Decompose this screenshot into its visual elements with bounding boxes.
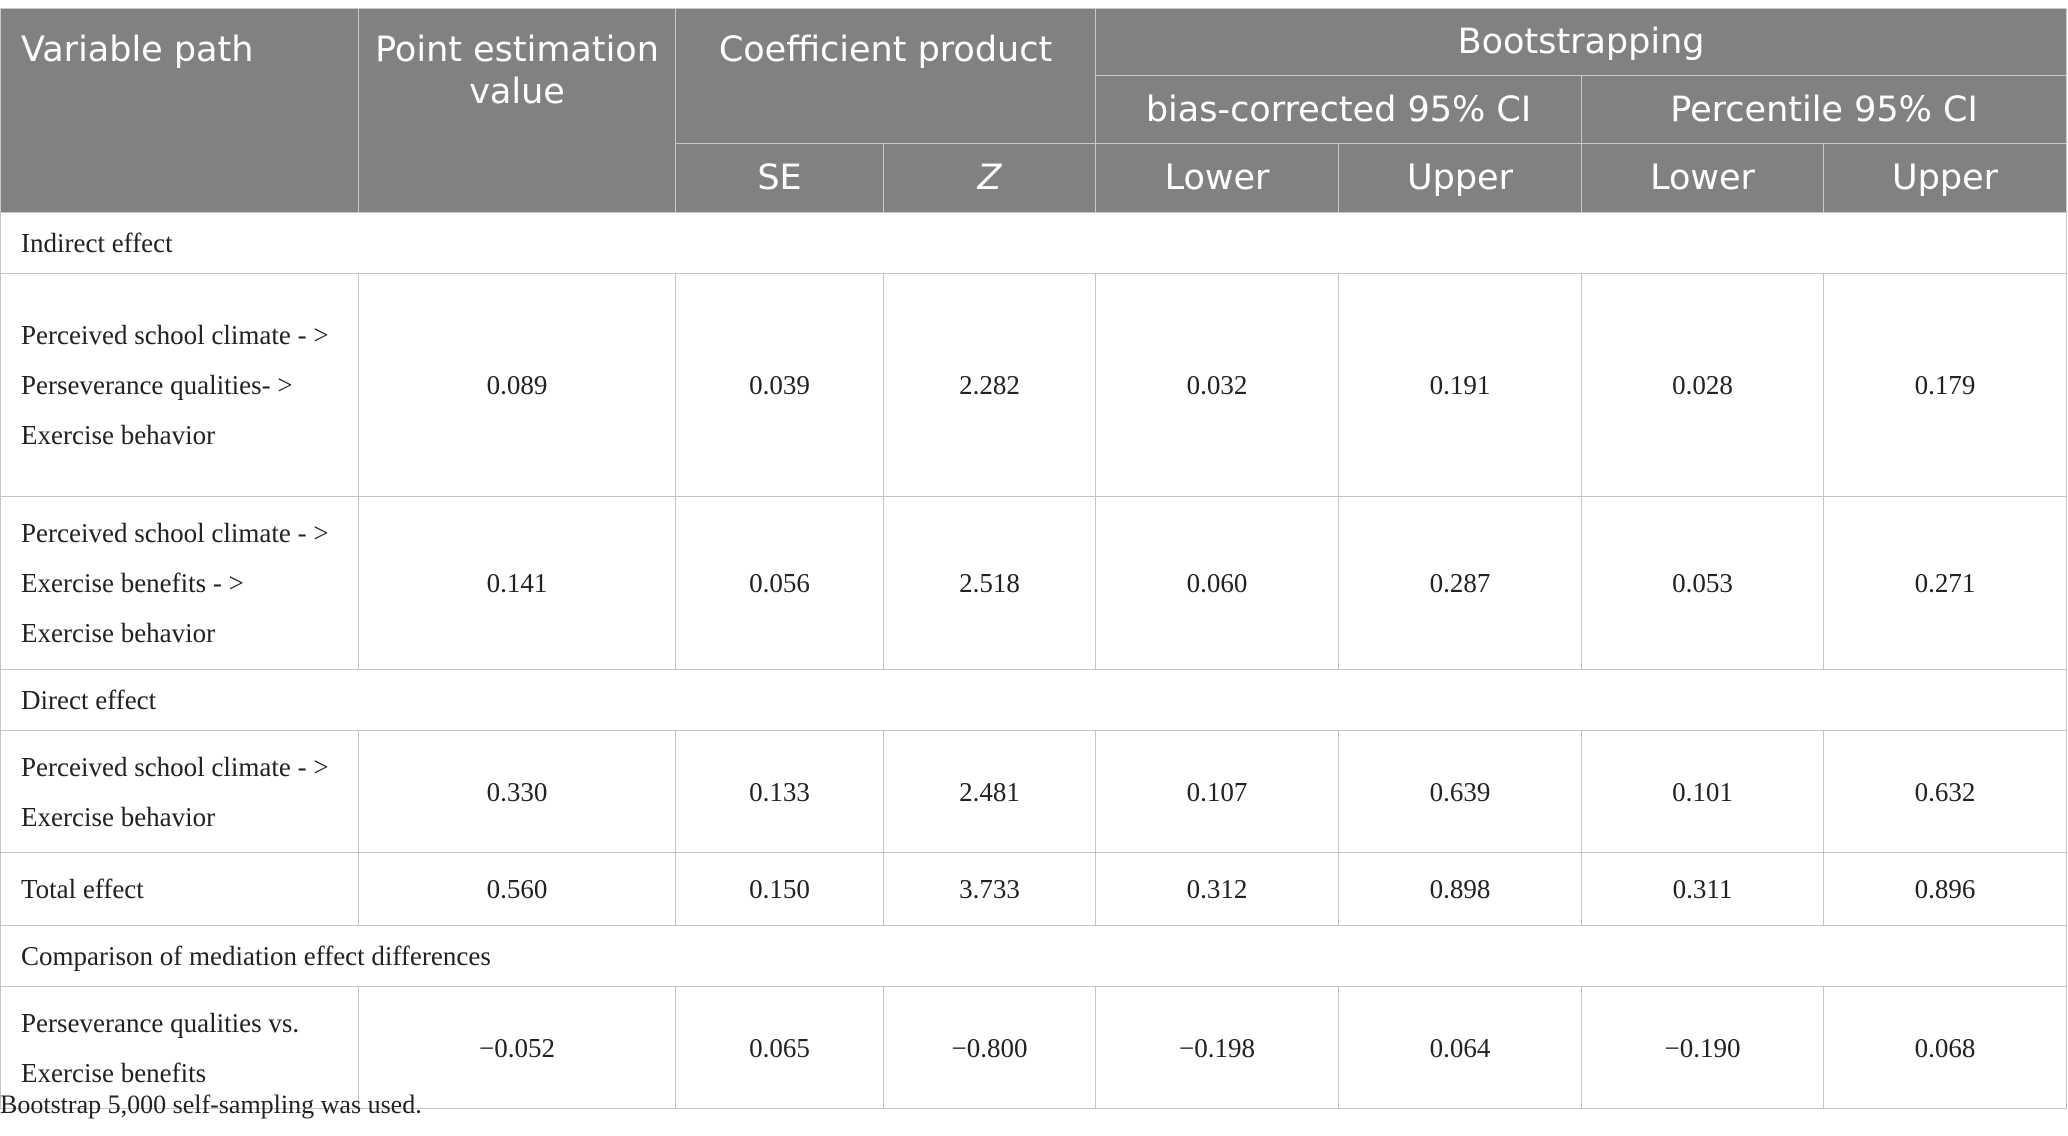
cell-bc-lower: 0.032 bbox=[1095, 273, 1339, 497]
table-row: Perceived school climate - > Exercise be… bbox=[0, 730, 2068, 853]
cell-p-upper: 0.896 bbox=[1822, 852, 2068, 926]
header-bc-lower: Lower bbox=[1095, 143, 1339, 213]
cell-p-lower: 0.053 bbox=[1581, 496, 1824, 670]
cell-se: 0.065 bbox=[675, 986, 884, 1109]
row-label: Perseverance qualities vs. Exercise bene… bbox=[0, 986, 359, 1109]
cell-p-upper: 0.271 bbox=[1822, 496, 2068, 670]
header-bc-upper: Upper bbox=[1338, 143, 1582, 213]
header-p-lower: Lower bbox=[1581, 143, 1824, 213]
cell-se: 0.056 bbox=[675, 496, 884, 670]
table-row: Perseverance qualities vs. Exercise bene… bbox=[0, 986, 2068, 1109]
section-row-direct: Direct effect bbox=[0, 669, 2068, 731]
header-bootstrapping: Bootstrapping bbox=[1094, 8, 2068, 76]
cell-z: 2.282 bbox=[883, 273, 1096, 497]
cell-p-upper: 0.068 bbox=[1822, 986, 2068, 1109]
cell-point: 0.330 bbox=[358, 730, 676, 853]
header-bias-corrected-ci: bias-corrected 95% CI bbox=[1095, 75, 1582, 144]
cell-z: 3.733 bbox=[883, 852, 1096, 926]
cell-p-lower: 0.311 bbox=[1581, 852, 1824, 926]
mediation-effect-table: Variable path Point estimation value Coe… bbox=[0, 8, 2068, 1109]
section-row-comparison: Comparison of mediation effect differenc… bbox=[0, 925, 2068, 987]
cell-p-upper: 0.632 bbox=[1822, 730, 2068, 853]
cell-bc-upper: 0.639 bbox=[1338, 730, 1582, 853]
cell-point: 0.141 bbox=[358, 496, 676, 670]
cell-z: −0.800 bbox=[883, 986, 1096, 1109]
header-coefficient-product: Coefficient product bbox=[675, 8, 1096, 144]
row-label: Perceived school climate - > Exercise be… bbox=[0, 496, 359, 670]
cell-p-lower: −0.190 bbox=[1581, 986, 1824, 1109]
cell-point: 0.089 bbox=[358, 273, 676, 497]
section-label: Direct effect bbox=[0, 669, 2068, 731]
header-percentile-ci: Percentile 95% CI bbox=[1580, 75, 2068, 144]
table-footnote: Bootstrap 5,000 self-sampling was used. bbox=[0, 1090, 422, 1119]
cell-point: 0.560 bbox=[358, 852, 676, 926]
header-point-estimation: Point estimation value bbox=[358, 8, 676, 213]
cell-bc-upper: 0.287 bbox=[1338, 496, 1582, 670]
row-label: Total effect bbox=[0, 852, 359, 926]
cell-bc-upper: 0.191 bbox=[1338, 273, 1582, 497]
cell-z: 2.481 bbox=[883, 730, 1096, 853]
cell-se: 0.039 bbox=[675, 273, 884, 497]
results-table-container: Variable path Point estimation value Coe… bbox=[0, 8, 2068, 1109]
header-variable-path: Variable path bbox=[0, 8, 359, 213]
table-body: Indirect effect Perceived school climate… bbox=[0, 212, 2068, 1109]
cell-bc-lower: −0.198 bbox=[1095, 986, 1339, 1109]
cell-bc-lower: 0.060 bbox=[1095, 496, 1339, 670]
table-header: Variable path Point estimation value Coe… bbox=[0, 8, 2068, 213]
cell-p-lower: 0.101 bbox=[1581, 730, 1824, 853]
table-row: Perceived school climate - > Exercise be… bbox=[0, 496, 2068, 670]
section-label: Indirect effect bbox=[0, 212, 2068, 274]
cell-p-lower: 0.028 bbox=[1581, 273, 1824, 497]
header-z: Z bbox=[883, 143, 1096, 213]
cell-bc-lower: 0.107 bbox=[1095, 730, 1339, 853]
section-row-indirect: Indirect effect bbox=[0, 212, 2068, 274]
section-label: Comparison of mediation effect differenc… bbox=[0, 925, 2068, 987]
header-se: SE bbox=[675, 143, 884, 213]
header-p-upper: Upper bbox=[1822, 143, 2068, 213]
row-label: Perceived school climate - > Exercise be… bbox=[0, 730, 359, 853]
row-label: Perceived school climate - > Perseveranc… bbox=[0, 273, 359, 497]
cell-bc-lower: 0.312 bbox=[1095, 852, 1339, 926]
cell-point: −0.052 bbox=[358, 986, 676, 1109]
cell-bc-upper: 0.898 bbox=[1338, 852, 1582, 926]
table-row: Total effect 0.560 0.150 3.733 0.312 0.8… bbox=[0, 852, 2068, 926]
cell-bc-upper: 0.064 bbox=[1338, 986, 1582, 1109]
cell-se: 0.150 bbox=[675, 852, 884, 926]
cell-se: 0.133 bbox=[675, 730, 884, 853]
table-row: Perceived school climate - > Perseveranc… bbox=[0, 273, 2068, 497]
cell-p-upper: 0.179 bbox=[1822, 273, 2068, 497]
cell-z: 2.518 bbox=[883, 496, 1096, 670]
